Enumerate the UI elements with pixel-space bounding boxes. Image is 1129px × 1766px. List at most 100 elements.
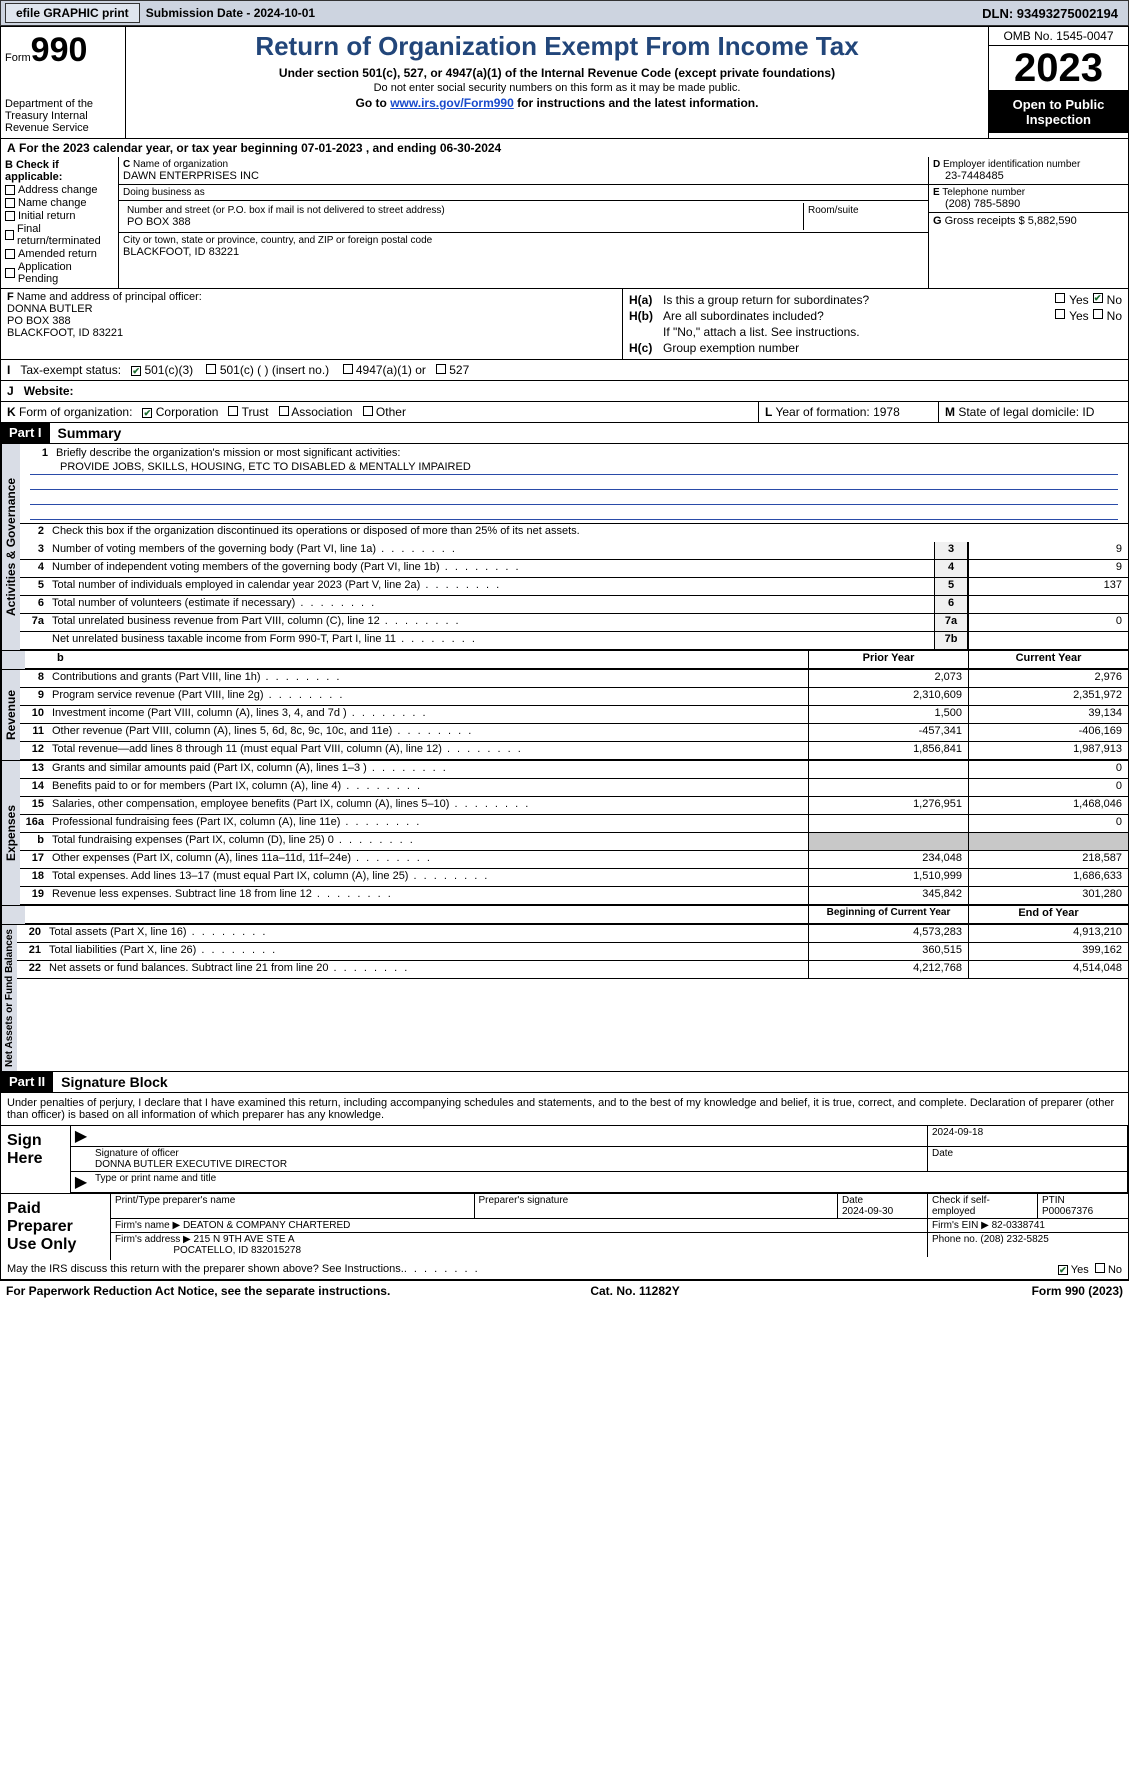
summary-line: 15Salaries, other compensation, employee…: [20, 797, 1128, 815]
header-left: Form990 Department of the Treasury Inter…: [1, 27, 126, 138]
summary-line: 21Total liabilities (Part X, line 26)360…: [17, 943, 1128, 961]
firm-name: DEATON & COMPANY CHARTERED: [183, 1220, 350, 1231]
chk-irs-yes[interactable]: [1058, 1265, 1068, 1275]
efile-btn[interactable]: efile GRAPHIC print: [5, 3, 140, 23]
section-c: C Name of organization DAWN ENTERPRISES …: [119, 157, 928, 288]
summary-line: 10Investment income (Part VIII, column (…: [20, 706, 1128, 724]
open-inspection: Open to Public Inspection: [989, 91, 1128, 133]
paid-preparer-block: Paid Preparer Use Only Print/Type prepar…: [1, 1193, 1128, 1260]
summary-line: 7aTotal unrelated business revenue from …: [20, 614, 1128, 632]
firm-addr1: 215 N 9TH AVE STE A: [194, 1234, 295, 1245]
chk-corp[interactable]: [142, 408, 152, 418]
summary-net-hdr: Beginning of Current YearEnd of Year: [1, 906, 1128, 925]
submission-date: Submission Date - 2024-10-01: [146, 6, 315, 20]
tab-revenue: Revenue: [1, 670, 20, 760]
officer-name: DONNA BUTLER EXECUTIVE DIRECTOR: [95, 1159, 923, 1170]
tab-expenses: Expenses: [1, 761, 20, 905]
summary-line: 14Benefits paid to or for members (Part …: [20, 779, 1128, 797]
checkbox-icon[interactable]: [5, 211, 15, 221]
row-bcd: B Check if applicable: Address changeNam…: [1, 157, 1128, 289]
form-title: Return of Organization Exempt From Incom…: [134, 31, 980, 62]
chk-line: Initial return: [5, 210, 114, 222]
phone: (208) 785-5890: [933, 198, 1124, 210]
summary-pc-hdr: bPrior YearCurrent Year: [1, 651, 1128, 670]
chk-irs-no[interactable]: [1095, 1263, 1105, 1273]
form-subtitle: Under section 501(c), 527, or 4947(a)(1)…: [134, 66, 980, 80]
summary-rev: Revenue 8Contributions and grants (Part …: [1, 670, 1128, 761]
goto-line: Go to www.irs.gov/Form990 for instructio…: [134, 96, 980, 110]
summary-line: 6Total number of volunteers (estimate if…: [20, 596, 1128, 614]
dept-label: Department of the Treasury Internal Reve…: [5, 98, 121, 134]
summary-net: Net Assets or Fund Balances 20Total asse…: [1, 925, 1128, 1072]
summary-line: 16aProfessional fundraising fees (Part I…: [20, 815, 1128, 833]
summary-line: 12Total revenue—add lines 8 through 11 (…: [20, 742, 1128, 760]
chk-other[interactable]: [363, 406, 373, 416]
irs-link[interactable]: www.irs.gov/Form990: [390, 96, 514, 110]
chk-line: Name change: [5, 197, 114, 209]
chk-trust[interactable]: [228, 406, 238, 416]
chk-501c3[interactable]: [131, 366, 141, 376]
summary-line: 5Total number of individuals employed in…: [20, 578, 1128, 596]
summary-gov: Activities & Governance 1Briefly describ…: [1, 444, 1128, 651]
chk-assoc[interactable]: [279, 406, 289, 416]
org-name: DAWN ENTERPRISES INC: [123, 170, 924, 182]
summary-line: Net unrelated business taxable income fr…: [20, 632, 1128, 650]
checkbox-icon[interactable]: [5, 268, 15, 278]
row-j: J Website:: [1, 381, 1128, 402]
cat-no: Cat. No. 11282Y: [590, 1284, 679, 1298]
summary-exp: Expenses 13Grants and similar amounts pa…: [1, 761, 1128, 906]
chk-line: Amended return: [5, 248, 114, 260]
declaration: Under penalties of perjury, I declare th…: [1, 1093, 1128, 1125]
checkbox-icon[interactable]: [5, 198, 15, 208]
gross-receipts: 5,882,590: [1028, 215, 1077, 227]
mission: PROVIDE JOBS, SKILLS, HOUSING, ETC TO DI…: [30, 461, 1118, 475]
form-note: Do not enter social security numbers on …: [134, 82, 980, 94]
summary-line: 4Number of independent voting members of…: [20, 560, 1128, 578]
summary-line: 22Net assets or fund balances. Subtract …: [17, 961, 1128, 979]
summary-line: 13Grants and similar amounts paid (Part …: [20, 761, 1128, 779]
chk-501c[interactable]: [206, 364, 216, 374]
tax-year: 2023: [989, 46, 1128, 91]
sign-here-block: Sign Here ▶ 2024-09-18 Signature of offi…: [1, 1125, 1128, 1193]
summary-line: 11Other revenue (Part VIII, column (A), …: [20, 724, 1128, 742]
tab-governance: Activities & Governance: [1, 444, 20, 650]
summary-line: 19Revenue less expenses. Subtract line 1…: [20, 887, 1128, 905]
chk-527[interactable]: [436, 364, 446, 374]
chk-4947[interactable]: [343, 364, 353, 374]
checkbox-icon[interactable]: [5, 230, 14, 240]
section-h: H(a) Is this a group return for subordin…: [623, 289, 1128, 359]
tab-net: Net Assets or Fund Balances: [1, 925, 17, 1071]
officer: F Name and address of principal officer:…: [7, 291, 616, 339]
summary-line: bTotal fundraising expenses (Part IX, co…: [20, 833, 1128, 851]
chk-line: Application Pending: [5, 261, 114, 285]
form-container: Form990 Department of the Treasury Inter…: [0, 26, 1129, 1281]
prep-date: 2024-09-30: [842, 1206, 893, 1217]
ein: 23-7448485: [933, 170, 1124, 182]
firm-phone: (208) 232-5825: [980, 1234, 1048, 1245]
section-deg: D Employer identification number 23-7448…: [928, 157, 1128, 288]
firm-addr2: POCATELLO, ID 832015278: [173, 1245, 301, 1256]
summary-line: 3Number of voting members of the governi…: [20, 542, 1128, 560]
header-right: OMB No. 1545-0047 2023 Open to Public In…: [988, 27, 1128, 138]
checkbox-icon[interactable]: [5, 249, 15, 259]
header-mid: Return of Organization Exempt From Incom…: [126, 27, 988, 138]
row-fh: F Name and address of principal officer:…: [1, 289, 1128, 360]
omb-number: OMB No. 1545-0047: [989, 27, 1128, 46]
firm-ein: 82-0338741: [992, 1220, 1045, 1231]
checkbox-icon[interactable]: [5, 185, 15, 195]
summary-line: 9Program service revenue (Part VIII, lin…: [20, 688, 1128, 706]
form-label: Form990: [5, 31, 121, 70]
row-a: A For the 2023 calendar year, or tax yea…: [1, 139, 1128, 157]
may-irs-row: May the IRS discuss this return with the…: [1, 1260, 1128, 1280]
chk-line: Address change: [5, 184, 114, 196]
part2-header: Part II Signature Block: [1, 1072, 1128, 1093]
footer: For Paperwork Reduction Act Notice, see …: [0, 1281, 1129, 1301]
summary-line: 17Other expenses (Part IX, column (A), l…: [20, 851, 1128, 869]
row-k: K Form of organization: Corporation Trus…: [1, 402, 1128, 423]
part1-header: Part I Summary: [1, 423, 1128, 444]
chk-line: Final return/terminated: [5, 223, 114, 247]
city-state: BLACKFOOT, ID 83221: [123, 246, 924, 258]
summary-line: 20Total assets (Part X, line 16)4,573,28…: [17, 925, 1128, 943]
form-header: Form990 Department of the Treasury Inter…: [1, 27, 1128, 139]
row-i: I Tax-exempt status: 501(c)(3) 501(c) ( …: [1, 360, 1128, 381]
